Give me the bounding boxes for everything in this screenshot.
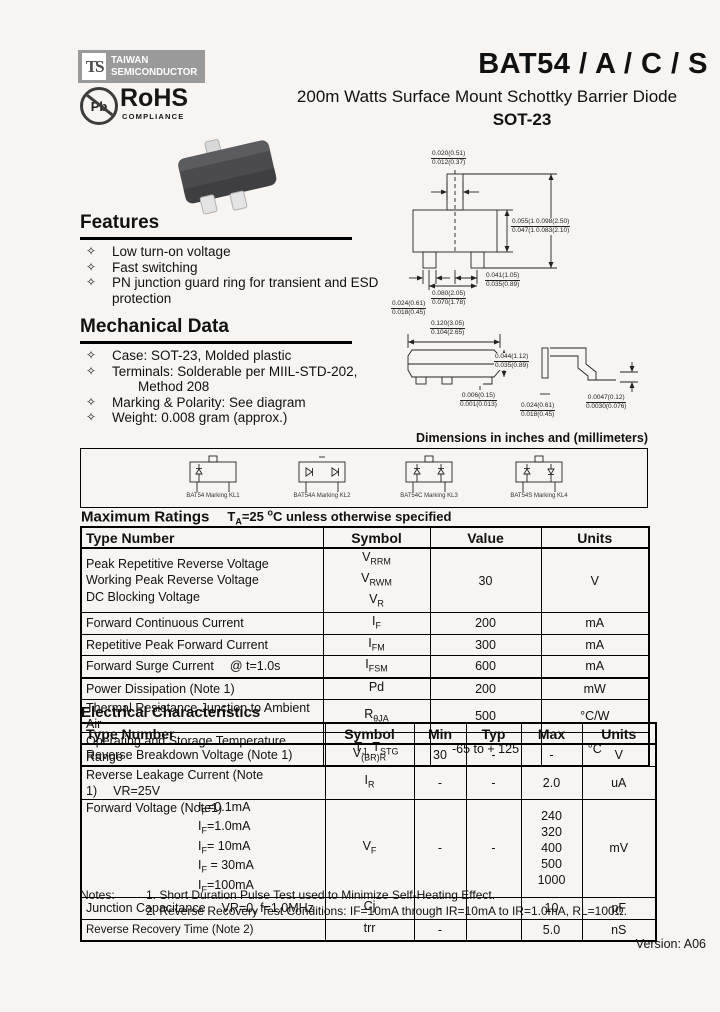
diamond-bullet-icon: ✧ bbox=[86, 394, 97, 409]
features-heading: Features bbox=[80, 212, 352, 240]
table-row: Forward Continuous Current IF 200 mA bbox=[80, 612, 650, 635]
bat54s-circuit-icon bbox=[515, 455, 563, 492]
list-item: ✧ Low turn-on voltage bbox=[80, 244, 380, 260]
pb-slash bbox=[83, 91, 115, 118]
ts-monogram-icon: TS bbox=[82, 53, 107, 80]
taiwan-semiconductor-logo: TS TAIWAN SEMICONDUCTOR bbox=[78, 50, 205, 83]
dim-lead-thickness: 0.0047(0.12) 0.0030(0.076) bbox=[586, 394, 627, 411]
dim-lead-width-side: 0.024(0.61) 0.018(0.45) bbox=[520, 402, 556, 419]
table-row: Repetitive Peak Forward Current IFM 300 mA bbox=[80, 633, 650, 656]
diamond-bullet-icon: ✧ bbox=[86, 244, 97, 258]
diamond-bullet-icon: ✧ bbox=[86, 275, 97, 289]
list-item: ✧ PN junction guard ring for transient an… bbox=[80, 275, 380, 306]
diamond-bullet-icon: ✧ bbox=[86, 363, 97, 378]
marking-caption: BAT54 Marking KL1 bbox=[186, 493, 240, 499]
features-list: ✧ Low turn-on voltage ✧ Fast switching ✧ PN… bbox=[80, 244, 380, 306]
part-description: 200m Watts Surface Mount Schottky Barrie… bbox=[296, 87, 678, 106]
diamond-bullet-icon: ✧ bbox=[86, 348, 97, 362]
dim-lead-pitch-center: 0.080(2.05) 0.070(1.78) bbox=[431, 290, 467, 307]
bat54-circuit-icon bbox=[189, 455, 237, 492]
rohs-compliance-label: COMPLIANCE bbox=[122, 112, 185, 121]
rohs-label: RoHS bbox=[120, 84, 189, 112]
maximum-ratings-heading: Maximum Ratings TA=25 oC unless otherwise… bbox=[81, 508, 452, 527]
pb-free-icon: Pb bbox=[80, 87, 118, 125]
mechanical-data-heading: Mechanical Data bbox=[80, 316, 352, 344]
table-header-row: Type Number Symbol Min Typ Max Units bbox=[80, 722, 657, 745]
dim-total-height: 0.098(2.50) 0.083(2.10) bbox=[535, 218, 571, 235]
dim-body-thickness: 0.044(1.12) 0.035(0.89) bbox=[494, 353, 530, 370]
electrical-characteristics-table: Type Number Symbol Min Typ Max Units Rev… bbox=[80, 722, 657, 942]
list-item: ✧ Case: SOT-23, Molded plastic bbox=[80, 348, 380, 364]
table-row: Reverse Recovery Time (Note 2) trr - 5.0… bbox=[80, 918, 657, 942]
table-row: Junction Capacitance VR=0, f=1.0MHz Cj - … bbox=[80, 897, 657, 920]
list-item: ✧ Fast switching bbox=[80, 260, 380, 276]
test-condition: TA=25 oC unless otherwise specified bbox=[227, 508, 452, 527]
notes-lines: 1. Short Duration Pulse Test used to Min… bbox=[146, 888, 627, 918]
electrical-characteristics-heading: Electrical Characteristics bbox=[81, 704, 261, 721]
table-row: Power Dissipation (Note 1) Pd 200 mW bbox=[80, 677, 650, 700]
sot23-package-photo bbox=[178, 139, 277, 215]
dim-lead-width-bottom: 0.024(0.61) 0.018(0.45) bbox=[391, 300, 427, 317]
brand-name: TAIWAN SEMICONDUCTOR bbox=[111, 54, 198, 78]
marking-diagram-strip: BAT54 Marking KL1 BAT54A Marking KL2 BAT… bbox=[80, 448, 648, 508]
package-outline-front-drawing: 0.020(0.51) 0.012(0.37) 0.055(1.40) 0.047(… bbox=[385, 148, 720, 322]
table-row: Reverse Leakage Current (Note 1) VR=25V I… bbox=[80, 765, 657, 800]
table-row: Reverse Breakdown Voltage (Note 1) V(BR)R… bbox=[80, 743, 657, 767]
notes-block: Notes: 1. Short Duration Pulse Test used… bbox=[80, 888, 627, 919]
part-number-title: BAT54 / A / C / S bbox=[478, 48, 708, 80]
marking-caption: BAT54S Marking KL4 bbox=[510, 493, 568, 499]
bat54a-circuit-icon bbox=[298, 456, 346, 492]
package-name: SOT-23 bbox=[492, 110, 552, 129]
table-row: Forward Voltage (Note1) IF=0.1mA IF=1.0m… bbox=[80, 798, 657, 898]
table-row: Peak Repetitive Reverse Voltage Working … bbox=[80, 547, 650, 613]
list-item: ✧ Marking & Polarity: See diagram bbox=[80, 395, 380, 411]
marking-caption: BAT54A Marking KL2 bbox=[293, 493, 351, 499]
list-item: ✧ Weight: 0.008 gram (approx.) bbox=[80, 410, 380, 426]
dim-body-length: 0.120(3.05) 0.104(2.65) bbox=[430, 320, 466, 337]
dim-standoff: 0.006(0.15) 0.001(0.013) bbox=[460, 392, 497, 409]
marking-caption: BAT54C Marking KL3 bbox=[400, 493, 458, 499]
diamond-bullet-icon: ✧ bbox=[86, 410, 97, 424]
dim-lead-pitch-right: 0.041(1.05) 0.035(0.89) bbox=[485, 272, 521, 289]
dimensions-note: Dimensions in inches and (millimeters) bbox=[415, 431, 648, 445]
list-item-continuation: Method 208 bbox=[138, 379, 210, 394]
package-outline-side-drawing: 0.120(3.05) 0.104(2.65) 0.044(1.12) 0.035(… bbox=[390, 320, 720, 432]
diamond-bullet-icon: ✧ bbox=[86, 259, 97, 274]
bat54c-circuit-icon bbox=[405, 455, 453, 492]
table-header-row: Type Number Symbol Value Units bbox=[80, 526, 650, 549]
version-label: Version: A06 bbox=[635, 937, 706, 951]
notes-label: Notes: bbox=[80, 888, 115, 902]
table-row: Forward Surge Current @ t=1.0s IFSM 600 mA bbox=[80, 655, 650, 679]
dim-lead-width-top: 0.020(0.51) 0.012(0.37) bbox=[431, 150, 467, 167]
mechanical-data-list: ✧ Case: SOT-23, Molded plastic ✧ Terminals… bbox=[80, 348, 380, 426]
list-item: ✧ Terminals: Solderable per MIIL-STD-202, bbox=[80, 364, 380, 380]
